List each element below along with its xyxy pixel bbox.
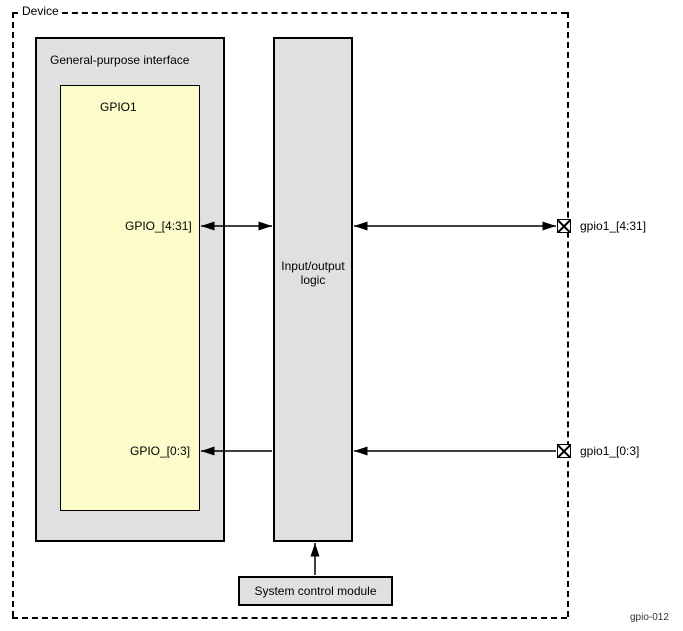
- device-border-bottom: [12, 617, 567, 619]
- scm-box: System control module: [238, 576, 393, 606]
- gpi-label: General-purpose interface: [50, 53, 189, 67]
- footer-id: gpio-012: [630, 612, 669, 623]
- device-border-top: [12, 12, 567, 14]
- pad-gpio1-4-31: [557, 219, 571, 233]
- signal-gpio-4-31: GPIO_[4:31]: [125, 219, 192, 233]
- gpio1-label: GPIO1: [100, 100, 137, 114]
- pad-gpio1-0-3: [557, 444, 571, 458]
- scm-label: System control module: [254, 584, 376, 598]
- device-border-left: [12, 12, 14, 617]
- io-logic-label-1: Input/output logic: [280, 259, 346, 287]
- signal-gpio1-0-3-ext: gpio1_[0:3]: [580, 444, 639, 458]
- signal-gpio1-4-31-ext: gpio1_[4:31]: [580, 219, 646, 233]
- device-border-right: [567, 12, 569, 617]
- device-label: Device: [20, 4, 61, 18]
- signal-gpio-0-3: GPIO_[0:3]: [130, 444, 190, 458]
- diagram-canvas: Device General-purpose interface GPIO1 I…: [0, 0, 683, 631]
- io-logic-box: [273, 37, 353, 542]
